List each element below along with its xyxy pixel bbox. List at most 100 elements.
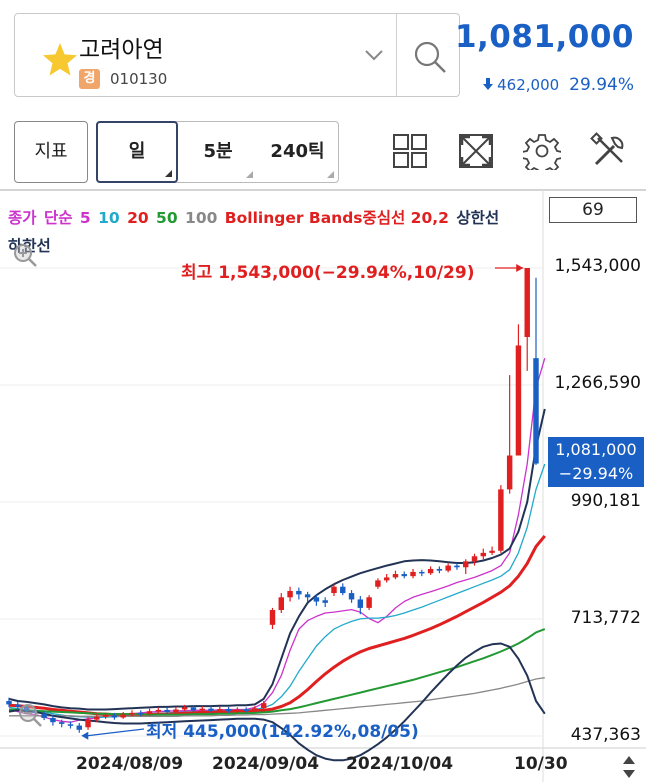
legend-ma10: 10 [98,209,120,227]
candle-body [173,709,179,713]
candle-body [340,586,346,594]
candle-body [199,708,205,711]
x-tick-label: 2024/08/09 [76,754,184,774]
candle-body [375,580,381,587]
candle-body [410,571,416,577]
corner-indicator [327,171,334,178]
candle-body [401,574,407,577]
candle-body [498,489,504,551]
candle-body [427,568,434,574]
legend-close: 종가 [8,209,37,227]
candle-body [471,556,478,562]
zoom-out-icon[interactable] [17,702,43,728]
candle-body [287,590,293,598]
search-icon[interactable] [411,38,449,76]
period-5min-button[interactable]: 5분 [179,122,257,182]
current-price-tag: 1,081,000 −29.94% [548,437,644,487]
series-line-상한선 [8,408,546,711]
period-day-label: 일 [128,141,146,162]
change-percent: 29.94% [569,75,634,95]
chevron-down-icon[interactable] [363,46,385,64]
price-change: 462,000 29.94% [483,75,634,95]
legend-lower: 하한선 [8,237,51,255]
x-tick-label: 2024/09/04 [212,754,320,774]
max-arrow-head [516,264,524,272]
candle-body [331,586,337,594]
candle-body [260,703,267,709]
candle-body [366,597,372,608]
y-tick-label: 437,363 [570,725,641,745]
candle-body [129,712,135,715]
candle-body [480,552,487,557]
candle-body [392,574,399,578]
candle-body [348,593,355,600]
fullscreen-icon[interactable] [457,132,495,170]
candle-body [278,597,285,611]
star-icon[interactable] [41,41,79,79]
y-tick-label: 713,772 [570,608,641,628]
scroll-arrows-icon[interactable] [620,754,638,780]
min-arrow-head [81,731,89,740]
gear-icon[interactable] [523,132,561,170]
candle-body [322,600,328,603]
indicator-button[interactable]: 지표 [14,121,88,183]
legend-ma50: 50 [156,209,178,227]
corner-indicator [165,170,172,177]
candle-body [85,719,91,728]
candle-body [436,568,443,571]
y-tick-label: 1,266,590 [554,373,641,393]
candle-body [506,455,513,490]
period-day-button[interactable]: 일 [96,121,178,183]
current-price-tag-percent: −29.94% [558,464,634,483]
period-240tick-label: 240틱 [270,141,325,162]
zoom-in-icon[interactable] [12,242,38,268]
divider [396,14,397,96]
stock-name: 고려아연 [79,37,164,63]
candle-body [419,571,425,574]
candle-body [146,711,153,715]
tools-icon[interactable] [590,132,628,170]
candle-body [41,713,47,718]
y-tick-label: 1,543,000 [554,256,641,276]
corner-indicator [246,171,253,178]
candle-body [217,709,223,711]
candle-body [533,358,539,464]
period-240tick-button[interactable]: 240틱 [257,122,338,182]
x-tick-label: 2024/10/04 [346,754,454,774]
max-price-annotation: 최고 1,543,000(−29.94%,10/29) [181,263,475,283]
candle-body [524,268,530,337]
current-price: 1,081,000 [454,19,634,55]
candle-body [67,724,74,726]
current-price-tag-value: 1,081,000 [555,440,637,459]
candle-body [102,715,109,717]
candle-body [111,715,118,718]
candle-body [383,577,390,581]
candle-body [208,708,214,711]
indicator-legend: 종가 단순 5 10 20 50 100 Bollinger Bands중심선 … [8,204,528,260]
candle-body [23,707,30,711]
candle-body [15,704,21,707]
period-5min-label: 5분 [203,141,233,162]
change-amount: 462,000 [497,76,560,94]
candle-body [445,565,451,571]
candle-body [76,725,82,730]
period-selector: 일 5분 240틱 [96,121,339,183]
layout-grid-icon[interactable] [391,132,429,170]
x-tick-label: 10/30 [514,754,568,774]
y-tick-label: 990,181 [570,491,641,511]
candle-body [50,717,56,723]
stock-code: 010130 [110,70,168,88]
candle-body [269,610,276,625]
indicator-value-box[interactable]: 69 [549,197,637,223]
candle-body [155,709,162,712]
stock-selector[interactable]: 고려아연 경 010130 [14,13,460,97]
candle-body [463,561,469,568]
series-line-하한선 [8,642,546,762]
min-arrow [87,728,145,737]
down-arrow-icon [483,78,494,90]
candle-body [164,709,170,713]
candle-body [234,709,241,712]
candle-body [515,345,522,456]
series-line-5 [8,358,546,723]
